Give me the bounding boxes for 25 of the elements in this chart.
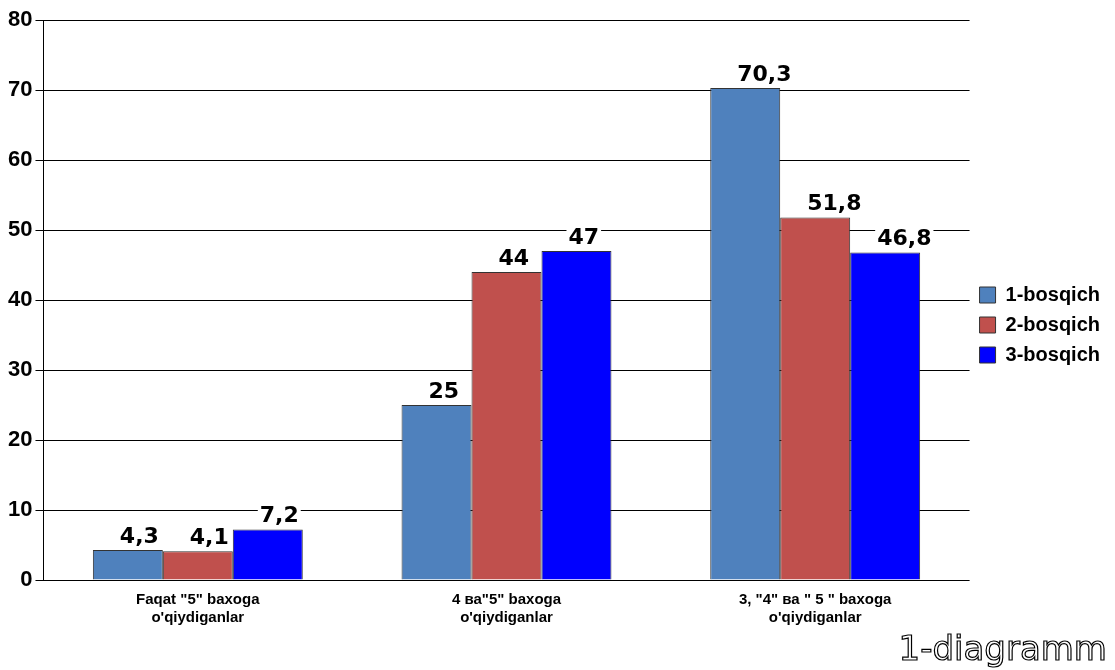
x-tick-label: Faqat "5" baxoga o'qiydiganlar (136, 590, 261, 626)
data-label: 44 (498, 244, 530, 270)
legend-label: 3-bosqich (1005, 342, 1100, 365)
data-label: 7,2 (259, 502, 299, 528)
y-tick-label: 0 (20, 566, 33, 592)
y-tick-label: 70 (7, 76, 33, 102)
text: 1-diagramm (898, 628, 1107, 668)
data-label: 4,3 (119, 522, 159, 548)
data-label: 70,3 (737, 60, 792, 86)
data-label: 46,8 (877, 225, 932, 251)
y-tick-label: 40 (7, 286, 33, 312)
y-tick-label: 50 (7, 216, 33, 242)
data-label: 4,1 (189, 524, 229, 550)
y-tick-label: 10 (7, 496, 33, 522)
y-tick-label: 60 (7, 146, 33, 172)
data-label: 47 (568, 223, 600, 249)
x-tick-label: 3, "4" ва " 5 " baxoga o'qiydiganlar (738, 590, 893, 626)
data-label: 51,8 (807, 190, 862, 216)
x-tick-label: 4 ва"5" baxoga o'qiydiganlar (451, 590, 562, 626)
y-tick-label: 30 (7, 356, 33, 382)
legend-label: 1-bosqich (1005, 282, 1100, 305)
y-tick-label: 20 (7, 426, 33, 452)
y-tick-label: 80 (7, 6, 33, 32)
data-label: 25 (428, 377, 460, 403)
legend-label: 2-bosqich (1005, 312, 1100, 335)
